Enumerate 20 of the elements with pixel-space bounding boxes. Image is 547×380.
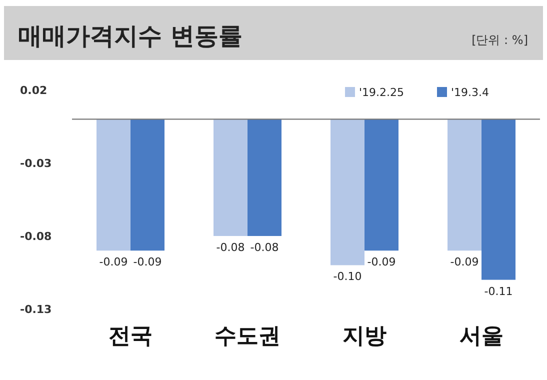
data-label: -0.11 (484, 284, 513, 298)
data-label: -0.09 (99, 256, 128, 269)
data-label: -0.09 (367, 256, 396, 269)
x-tick-label: 지방 (342, 324, 386, 349)
data-label: -0.08 (216, 241, 245, 254)
data-label: -0.08 (250, 241, 279, 254)
x-tick-label: 전국 (108, 324, 152, 349)
y-tick-label: -0.03 (20, 157, 52, 170)
data-label: -0.09 (450, 256, 479, 269)
x-tick-label: 서울 (460, 324, 504, 349)
y-tick-label: 0.02 (20, 84, 48, 97)
text: [단위 : %] (472, 33, 528, 47)
legend-label: '19.3.4 (451, 86, 490, 99)
data-label: -0.10 (333, 270, 362, 284)
chart-title: 매매가격지수 변동률 (18, 22, 242, 50)
x-tick-label: 수도권 (214, 324, 280, 349)
y-tick-label: -0.13 (20, 303, 52, 316)
data-label: -0.09 (133, 256, 162, 269)
y-tick-label: -0.08 (20, 230, 52, 243)
legend-label: '19.2.25 (359, 86, 404, 99)
